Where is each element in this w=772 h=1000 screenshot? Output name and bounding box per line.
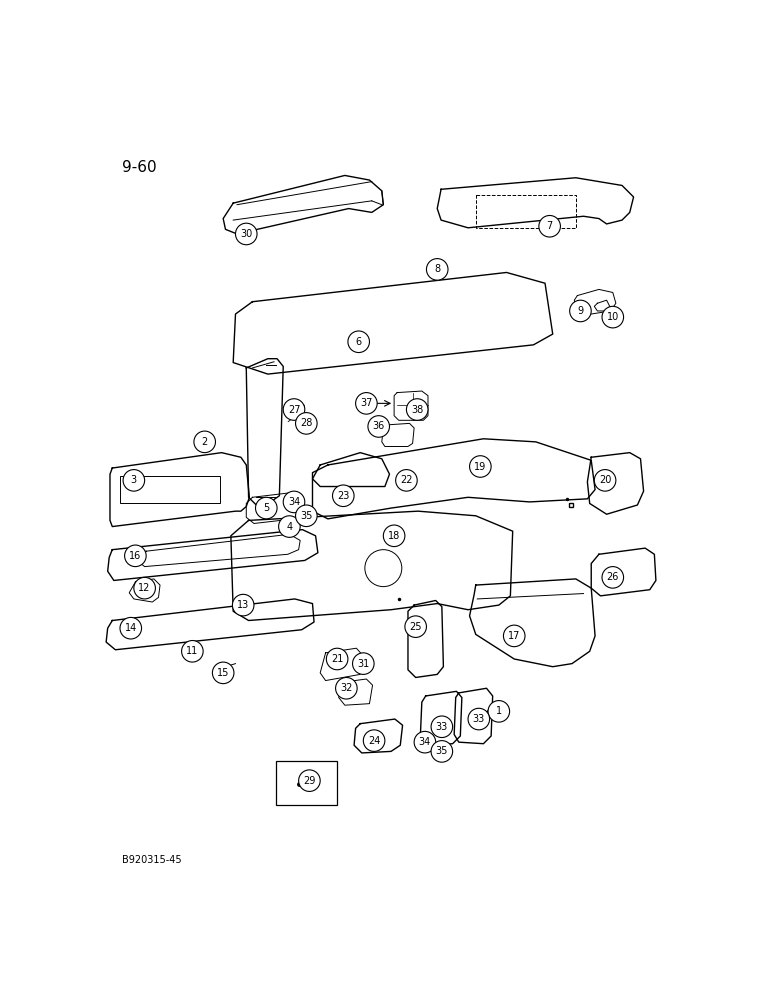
Circle shape [299,770,320,791]
Circle shape [594,470,616,491]
Circle shape [602,567,624,588]
Circle shape [123,470,144,491]
Circle shape [414,731,435,753]
Circle shape [134,577,155,599]
Text: B920315-45: B920315-45 [121,855,181,865]
Text: 33: 33 [435,722,448,732]
Circle shape [296,505,317,527]
Text: 12: 12 [138,583,151,593]
Text: 19: 19 [474,462,486,472]
Text: 35: 35 [435,746,448,756]
Text: 24: 24 [368,736,381,746]
Circle shape [426,259,448,280]
Circle shape [468,708,489,730]
Text: 30: 30 [240,229,252,239]
Circle shape [181,641,203,662]
Circle shape [368,416,390,437]
Circle shape [602,306,624,328]
Bar [120,476,220,503]
Circle shape [232,594,254,616]
Text: 8: 8 [434,264,440,274]
Circle shape [364,730,385,751]
Circle shape [296,413,317,434]
Circle shape [488,701,510,722]
Text: 4: 4 [286,522,293,532]
Circle shape [503,625,525,647]
Circle shape [283,491,305,513]
Circle shape [384,525,405,547]
Text: 14: 14 [124,623,137,633]
Text: 11: 11 [186,646,198,656]
Circle shape [212,662,234,684]
Text: 33: 33 [472,714,485,724]
Circle shape [405,616,426,637]
Circle shape [120,617,141,639]
Text: 9: 9 [577,306,584,316]
Text: 10: 10 [607,312,619,322]
Text: 23: 23 [337,491,350,501]
Circle shape [356,393,378,414]
Text: 34: 34 [288,497,300,507]
Text: 21: 21 [331,654,344,664]
Circle shape [333,485,354,507]
Text: 36: 36 [373,421,384,431]
Circle shape [194,431,215,453]
Text: 1: 1 [496,706,502,716]
Circle shape [406,399,428,420]
Text: 37: 37 [361,398,373,408]
Text: 25: 25 [409,622,422,632]
Circle shape [124,545,146,567]
Text: 34: 34 [418,737,431,747]
Circle shape [539,215,560,237]
Text: 2: 2 [201,437,208,447]
Text: 9-60: 9-60 [121,160,156,175]
Circle shape [279,516,300,537]
Text: 38: 38 [411,405,423,415]
Circle shape [431,716,452,738]
Text: 6: 6 [356,337,362,347]
Text: 26: 26 [607,572,619,582]
Text: 20: 20 [599,475,611,485]
Bar [476,195,576,228]
Circle shape [570,300,591,322]
Circle shape [256,497,277,519]
Text: 27: 27 [288,405,300,415]
Text: 15: 15 [217,668,229,678]
Circle shape [431,741,452,762]
Text: 29: 29 [303,776,316,786]
Circle shape [235,223,257,245]
Text: 5: 5 [263,503,269,513]
Text: 18: 18 [388,531,400,541]
Text: 31: 31 [357,659,370,669]
Text: 22: 22 [400,475,413,485]
Bar [276,761,337,805]
Text: 17: 17 [508,631,520,641]
Text: 28: 28 [300,418,313,428]
Circle shape [283,399,305,420]
Circle shape [396,470,417,491]
Text: 16: 16 [129,551,141,561]
Text: 3: 3 [130,475,137,485]
Circle shape [469,456,491,477]
Circle shape [353,653,374,674]
Text: 7: 7 [547,221,553,231]
Circle shape [327,648,348,670]
Circle shape [348,331,370,353]
Text: 32: 32 [340,683,353,693]
Circle shape [336,677,357,699]
Text: 35: 35 [300,511,313,521]
Text: 13: 13 [237,600,249,610]
